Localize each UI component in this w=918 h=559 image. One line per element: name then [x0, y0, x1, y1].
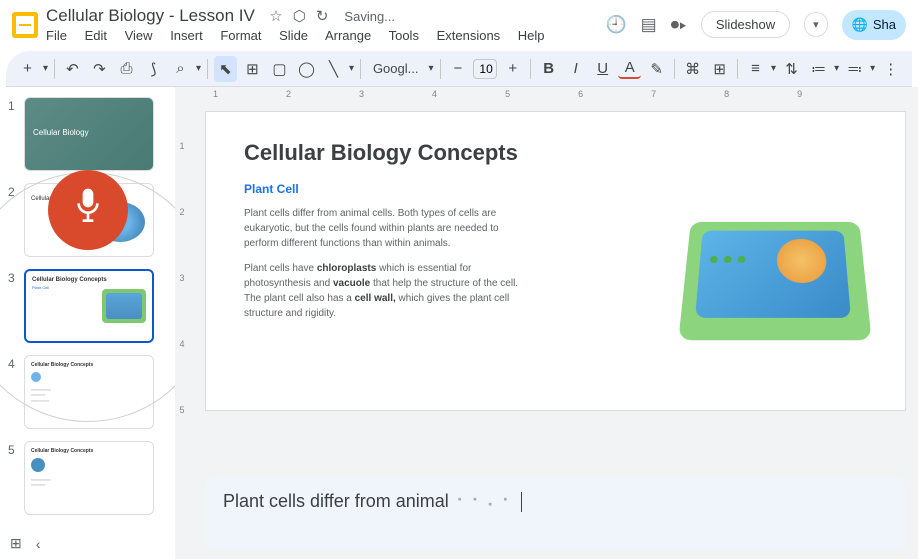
new-slide-button[interactable]: + [16, 56, 39, 82]
thumb5-title: Cellular Biology Concepts [31, 448, 147, 454]
share-button[interactable]: 🌐 Sha [842, 10, 906, 40]
collapse-panel-button[interactable]: ‹ [36, 536, 41, 552]
transcription-dots: ⠂⠂⠄⠂ [449, 491, 517, 511]
font-size-increase[interactable]: + [501, 56, 524, 82]
text-cursor [521, 492, 522, 512]
menu-help[interactable]: Help [518, 28, 545, 43]
slides-logo[interactable] [12, 12, 38, 38]
present-icon[interactable]: ⏺▸ [671, 15, 687, 35]
menu-tools[interactable]: Tools [389, 28, 419, 43]
font-selector[interactable]: Googl... [367, 61, 425, 76]
refresh-icon[interactable]: ↻ [316, 7, 329, 25]
menu-file[interactable]: File [46, 28, 67, 43]
slide-thumbnail-3[interactable]: Cellular Biology Concepts Plant Cell [24, 269, 154, 343]
canvas-area: 123456789 12345 Cellular Biology Concept… [175, 87, 918, 559]
link-button[interactable]: ⌘ [681, 56, 704, 82]
bullet-list-button[interactable]: ≔ [807, 56, 830, 82]
slide-paragraph-2[interactable]: Plant cells have chloroplasts which is e… [244, 261, 534, 321]
share-label: Sha [873, 17, 896, 32]
slide-canvas[interactable]: Cellular Biology Concepts Plant Cell Pla… [205, 111, 906, 411]
more-options-button[interactable]: ⋮ [879, 56, 902, 82]
menu-view[interactable]: View [125, 28, 153, 43]
toolbar: + ▾ ↶ ↷ ⎙ ⟆ ⌕ ▾ ⬉ ⊞ ▢ ◯ ╲ ▾ Googl... ▾ −… [6, 51, 912, 87]
underline-button[interactable]: U [591, 56, 614, 82]
font-size-decrease[interactable]: − [446, 56, 469, 82]
print-button[interactable]: ⎙ [115, 56, 138, 82]
slide-thumbnail-5[interactable]: Cellular Biology Concepts ━━━━━━━━━━━━━━… [24, 441, 154, 515]
undo-button[interactable]: ↶ [61, 56, 84, 82]
saving-status: Saving... [344, 9, 395, 24]
menu-edit[interactable]: Edit [85, 28, 107, 43]
plant-cell-illustration[interactable] [675, 172, 875, 352]
menu-arrange[interactable]: Arrange [325, 28, 371, 43]
thumb-number: 2 [8, 183, 24, 257]
align-button[interactable]: ≡ [744, 56, 767, 82]
slide-thumbnail-1[interactable]: Cellular Biology [24, 97, 154, 171]
italic-button[interactable]: I [564, 56, 587, 82]
move-icon[interactable]: ⬡ [293, 7, 306, 25]
thumb3-title: Cellular Biology Concepts [32, 277, 146, 283]
speaker-notes-text: Plant cells differ from animal [223, 491, 449, 511]
voice-input-button[interactable] [48, 170, 128, 250]
menu-slide[interactable]: Slide [279, 28, 308, 43]
add-comment-button[interactable]: ⊞ [708, 56, 731, 82]
comments-icon[interactable]: ▤ [641, 15, 657, 35]
image-button[interactable]: ▢ [268, 56, 291, 82]
microphone-icon [72, 186, 104, 235]
paint-format-button[interactable]: ⟆ [142, 56, 165, 82]
thumb-number: 3 [8, 269, 24, 343]
menu-insert[interactable]: Insert [170, 28, 203, 43]
speaker-notes[interactable]: Plant cells differ from animal ⠂⠂⠄⠂ [205, 477, 906, 549]
version-history-icon[interactable]: 🕘 [605, 15, 626, 35]
thumb-number: 1 [8, 97, 24, 171]
vertical-ruler: 12345 [175, 101, 189, 559]
slide-thumbnail-4[interactable]: Cellular Biology Concepts ━━━━━━━━━━━━━━… [24, 355, 154, 429]
slideshow-button[interactable]: Slideshow [701, 11, 790, 38]
slideshow-dropdown[interactable]: ▾ [804, 12, 828, 37]
menu-extensions[interactable]: Extensions [437, 28, 501, 43]
slide-thumbnails-panel: 1 Cellular Biology 2 Cellular Biology Co… [0, 87, 175, 559]
highlight-button[interactable]: ✎ [645, 56, 668, 82]
star-icon[interactable]: ☆ [269, 7, 282, 25]
numbered-list-button[interactable]: ≕ [843, 56, 866, 82]
slide-title[interactable]: Cellular Biology Concepts [244, 140, 867, 166]
slide-paragraph-1[interactable]: Plant cells differ from animal cells. Bo… [244, 206, 534, 251]
horizontal-ruler: 123456789 [183, 87, 910, 101]
slideshow-label: Slideshow [716, 17, 775, 32]
text-color-button[interactable]: A [618, 59, 641, 79]
thumb4-title: Cellular Biology Concepts [31, 362, 147, 368]
line-button[interactable]: ╲ [322, 56, 345, 82]
line-spacing-button[interactable]: ⇅ [780, 56, 803, 82]
zoom-button[interactable]: ⌕ [169, 56, 192, 82]
globe-icon: 🌐 [852, 17, 868, 33]
new-slide-caret[interactable]: ▾ [43, 63, 48, 74]
menu-format[interactable]: Format [220, 28, 261, 43]
document-title[interactable]: Cellular Biology - Lesson IV [46, 6, 255, 26]
select-tool[interactable]: ⬉ [214, 56, 237, 82]
font-size-input[interactable]: 10 [473, 59, 497, 79]
shape-button[interactable]: ◯ [295, 56, 318, 82]
bold-button[interactable]: B [537, 56, 560, 82]
thumb1-title: Cellular Biology [33, 128, 89, 137]
textbox-button[interactable]: ⊞ [241, 56, 264, 82]
thumb-number: 5 [8, 441, 24, 515]
menu-bar: File Edit View Insert Format Slide Arran… [46, 28, 597, 43]
thumb-number: 4 [8, 355, 24, 429]
redo-button[interactable]: ↷ [88, 56, 111, 82]
grid-view-button[interactable]: ⊞ [10, 535, 22, 552]
font-selector-caret[interactable]: ▾ [428, 63, 433, 74]
